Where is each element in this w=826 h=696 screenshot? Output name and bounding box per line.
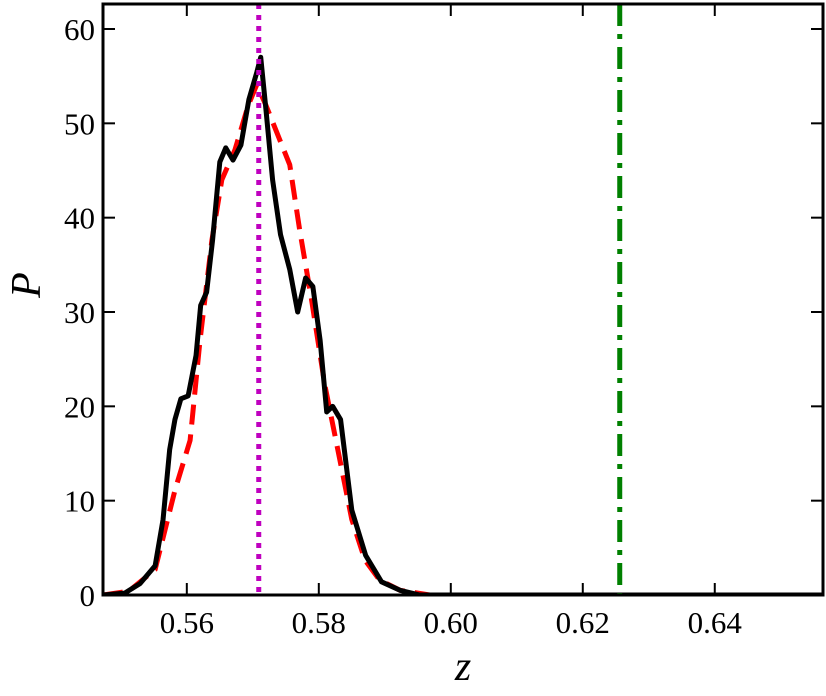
y-tick-label: 10 [64, 484, 95, 519]
x-axis-label: z [454, 644, 471, 690]
x-tick-label: 0.62 [556, 605, 610, 640]
x-tick-label: 0.64 [688, 605, 743, 640]
y-tick-label: 30 [64, 295, 95, 330]
y-tick-label: 20 [64, 389, 95, 424]
x-tick-label: 0.60 [424, 605, 478, 640]
y-tick-label: 60 [64, 12, 95, 47]
y-tick-label: 0 [80, 578, 96, 613]
y-tick-label: 50 [64, 106, 95, 141]
data-line [103, 54, 823, 595]
plot-frame [101, 2, 825, 597]
data-line [103, 82, 823, 595]
y-axis-label: P [4, 272, 50, 299]
x-tick-label: 0.56 [160, 605, 214, 640]
y-tick-label: 40 [64, 201, 95, 236]
x-tick-label: 0.58 [292, 605, 346, 640]
